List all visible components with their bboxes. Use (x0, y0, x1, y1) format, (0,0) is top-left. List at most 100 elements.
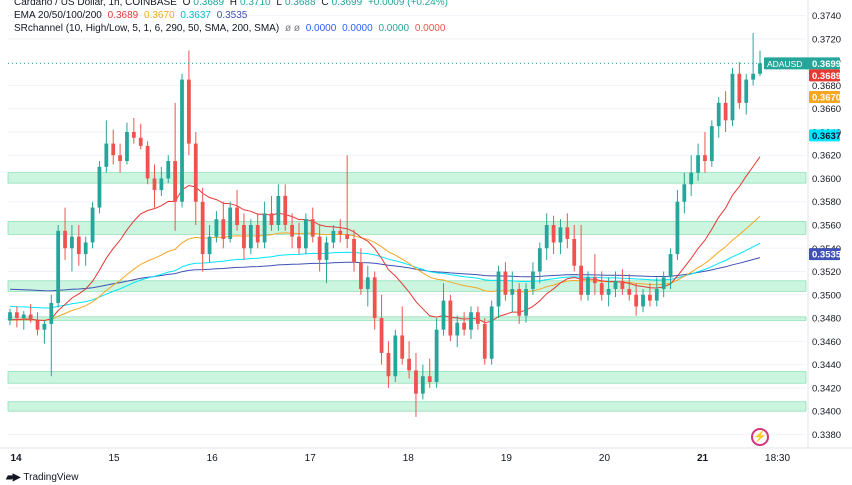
candle-body (379, 318, 384, 353)
candle-body (703, 155, 707, 162)
candle-body (111, 143, 116, 156)
candle-body (510, 288, 515, 295)
candle-body (709, 126, 714, 162)
sr-value-1: 0.0000 (305, 23, 337, 34)
sr-value-3: 0.0000 (378, 23, 410, 34)
candle-body (654, 288, 659, 301)
candle-body (193, 143, 198, 202)
candle-body (63, 230, 67, 249)
candle-body (42, 323, 47, 330)
legend-srchannel-line: SRchannel (10, High/Low, 5, 1, 6, 290, 5… (14, 22, 448, 35)
candle-body (228, 207, 233, 239)
candle-body (737, 73, 742, 103)
candle-body (730, 73, 735, 121)
close-label: C (321, 0, 329, 8)
price-tag (809, 248, 840, 261)
sr-zone (7, 316, 807, 321)
symbol-name[interactable]: Cardano / US Dollar, 1h, COINBASE (14, 0, 177, 8)
high-label: H (229, 0, 238, 8)
candle-body (49, 302, 54, 324)
price-tag (809, 69, 840, 82)
candle-body (317, 236, 322, 260)
candle-body (558, 227, 563, 243)
price-tag-value: 0.3535 (812, 250, 842, 261)
candle-body (297, 236, 301, 249)
high-value: 0.3710 (240, 0, 271, 8)
candle-body (35, 320, 40, 330)
candle-body (345, 234, 350, 239)
y-tick-label: 0.3560 (812, 221, 841, 232)
candle-body (248, 225, 253, 249)
price-tag-value: 0.3637 (812, 131, 841, 142)
candle-body (56, 230, 61, 303)
candle-body (290, 225, 295, 237)
x-tick-label: 20 (599, 453, 611, 464)
candle-body (489, 306, 494, 359)
candle-body (427, 376, 432, 383)
candle-body (152, 178, 157, 191)
y-tick-label: 0.3600 (812, 174, 841, 185)
candle-body (675, 201, 680, 255)
candle-body (187, 79, 191, 144)
candle-body (565, 227, 570, 239)
candle-body (441, 300, 446, 330)
candle-body (689, 172, 694, 185)
candle-body (661, 277, 666, 289)
candle-body (8, 312, 12, 321)
candle-body (283, 195, 288, 225)
candle-body (255, 225, 260, 243)
candle-body (338, 230, 343, 235)
sr-zone (7, 280, 807, 292)
candle-body (180, 79, 184, 202)
candle-body (83, 242, 88, 255)
candle-body (758, 63, 762, 74)
candle-body (723, 102, 728, 121)
candle-body (579, 265, 583, 295)
candle-body (400, 335, 405, 359)
ema200-value: 0.3535 (216, 10, 248, 21)
candle-body (744, 79, 749, 103)
legend-symbol-line: Cardano / US Dollar, 1h, COINBASE O 0.368… (14, 0, 451, 9)
srchannel-name[interactable]: SRchannel (10, High/Low, 5, 1, 6, 290, 5… (14, 23, 280, 34)
open-value: 0.3689 (193, 0, 225, 8)
candle-body (475, 312, 480, 324)
candle-body (14, 312, 19, 319)
y-tick-label: 0.3580 (812, 197, 841, 208)
candle-body (407, 358, 411, 371)
candle-body (118, 155, 122, 162)
candle-body (648, 294, 652, 301)
candle-body (90, 207, 95, 243)
candle-body (696, 155, 700, 173)
candle-body (455, 322, 460, 336)
ema20-value: 0.3689 (107, 10, 139, 21)
y-tick-label: 0.3620 (812, 151, 841, 162)
candle-body (97, 166, 102, 208)
srchannel-icons: ø ø (284, 23, 300, 34)
sr-zone (7, 172, 807, 184)
candle-body (420, 376, 425, 394)
candle-body (310, 219, 315, 237)
candle-body (125, 131, 129, 162)
y-tick-label: 0.3660 (812, 104, 841, 115)
candle-body (627, 288, 632, 295)
y-tick-label: 0.3480 (812, 314, 841, 325)
y-tick-label: 0.3460 (812, 337, 841, 348)
flash-icon[interactable]: ⚡ (751, 428, 769, 446)
candle-body (751, 73, 756, 80)
candle-body (276, 195, 281, 225)
tradingview-logo-icon: ▰▶ (6, 472, 20, 483)
candle-body (503, 271, 508, 295)
candle-body (586, 277, 590, 295)
price-tag (764, 57, 840, 70)
ema20-line (9, 156, 761, 324)
y-tick-label: 0.3740 (812, 11, 841, 22)
candle-body (434, 329, 439, 383)
ema-name[interactable]: EMA 20/50/100/200 (14, 10, 102, 21)
candle-body (462, 322, 467, 330)
candle-body (634, 294, 639, 307)
candle-body (352, 238, 356, 263)
candle-body (331, 230, 336, 243)
candle-body (372, 277, 377, 319)
